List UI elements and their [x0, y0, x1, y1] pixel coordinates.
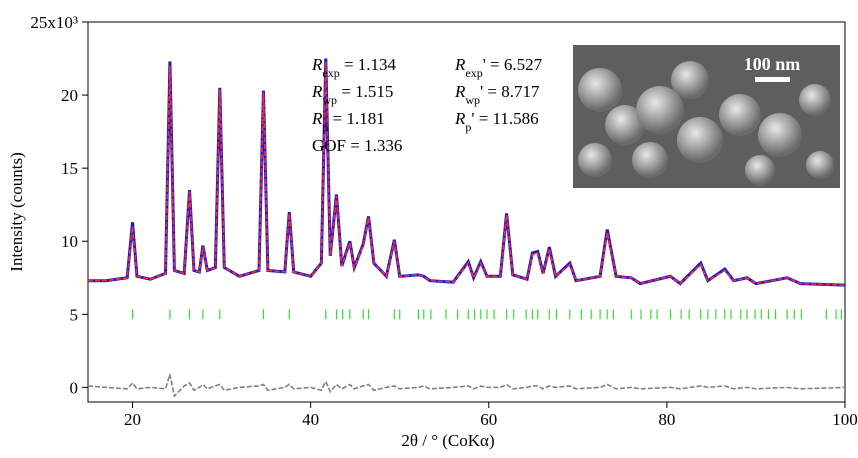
series-line — [88, 61, 846, 286]
inset-label: 100 nm — [744, 54, 801, 74]
annotation-text: = 1.134 — [340, 55, 397, 74]
annotation-symbol: R — [454, 109, 466, 128]
annotation: Rwp = 1.515 — [311, 82, 393, 107]
annotation-text: = 1.515 — [337, 82, 393, 101]
plot-frame — [87, 21, 846, 403]
annotation-sub: wp — [465, 93, 480, 107]
annotation-text: = 1.181 — [328, 109, 384, 128]
inset-image — [573, 45, 840, 188]
annotation-text: ' = 6.527 — [483, 55, 543, 74]
x-tick-label: 40 — [302, 410, 319, 429]
y-tick-label: 20 — [61, 86, 78, 105]
annotation: Rexp = 1.134 — [311, 55, 397, 80]
x-tick-label: 100 — [832, 410, 858, 429]
x-tick-label: 80 — [658, 410, 675, 429]
annotation: Rexp' = 6.527 — [454, 55, 543, 80]
annotation: Rp = 1.181 — [311, 109, 385, 134]
annotation-symbol: R — [454, 82, 466, 101]
annotation-sub: p — [465, 120, 471, 134]
y-axis-label: Intensity (counts) — [7, 152, 26, 271]
annotation-text: GOF = 1.336 — [312, 136, 402, 155]
annotation-symbol: R — [311, 55, 323, 74]
y-tick-label: 5 — [70, 305, 79, 324]
annotation-symbol: R — [454, 55, 466, 74]
annotation-symbol: R — [311, 109, 323, 128]
annotation: Rwp' = 8.717 — [454, 82, 540, 107]
y-tick-label: 15 — [61, 159, 78, 178]
annotation-sub: p — [322, 120, 328, 134]
x-axis-label: 2θ / ° (CoKα) — [401, 431, 494, 450]
annotation: GOF = 1.336 — [312, 136, 402, 155]
annotation-sub: exp — [322, 66, 339, 80]
x-tick-label: 60 — [480, 410, 497, 429]
y-tick-label: 25x10³ — [30, 13, 78, 32]
x-tick-label: 20 — [124, 410, 141, 429]
annotation-text: ' = 11.586 — [471, 109, 538, 128]
series-line — [87, 373, 846, 398]
annotation-sub: wp — [322, 93, 337, 107]
annotation-symbol: R — [311, 82, 323, 101]
annotation-text: ' = 8.717 — [480, 82, 540, 101]
y-tick-label: 10 — [61, 232, 78, 251]
y-tick-label: 0 — [70, 378, 79, 397]
annotation: Rp' = 11.586 — [454, 109, 539, 134]
annotation-sub: exp — [465, 66, 482, 80]
